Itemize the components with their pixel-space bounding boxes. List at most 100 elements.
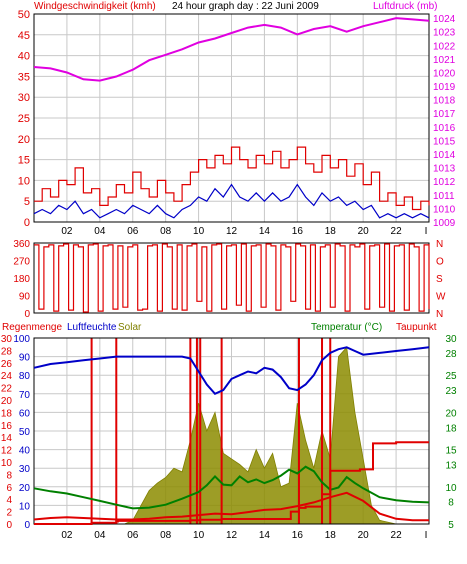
humidity-tick-label: 60 xyxy=(19,408,31,419)
y-tick-label-right: 1010 xyxy=(433,204,456,215)
y-tick-label-left: 35 xyxy=(18,71,30,83)
plot-frame xyxy=(33,337,430,525)
temperature-tick-label: 25 xyxy=(445,371,457,382)
rain-label: Regenmenge xyxy=(2,322,62,333)
humidity-tick-label: 80 xyxy=(19,371,31,382)
temperature-tick-label: 10 xyxy=(445,483,457,494)
y-tick-label-right: 1019 xyxy=(433,82,456,93)
rain-amount-line xyxy=(34,441,429,525)
x-tick-label: 12 xyxy=(226,226,238,237)
direction-tick-label: 0 xyxy=(24,309,30,320)
humidity-tick-label: 40 xyxy=(19,446,31,457)
compass-label: O xyxy=(436,257,444,268)
y-tick-label-right: 1014 xyxy=(433,150,456,161)
y-tick-label-right: 1020 xyxy=(433,68,456,79)
rain-tick-label: 8 xyxy=(6,470,12,481)
x-end-marker: I xyxy=(425,226,428,237)
x-tick-label: 20 xyxy=(358,530,370,541)
rain-tick-label: 20 xyxy=(1,396,13,407)
dewpoint-label: Taupunkt xyxy=(396,322,437,333)
direction-tick-label: 360 xyxy=(13,239,30,250)
rain-tick-label: 24 xyxy=(1,371,13,382)
temperature-tick-label: 23 xyxy=(445,386,457,397)
y-tick-label-right: 1018 xyxy=(433,96,456,107)
x-tick-label: 16 xyxy=(292,530,304,541)
direction-tick-label: 270 xyxy=(13,257,30,268)
humidity-tick-label: 100 xyxy=(13,334,30,345)
x-tick-label: 14 xyxy=(259,226,271,237)
x-tick-label: 22 xyxy=(391,226,403,237)
y-tick-label-right: 1012 xyxy=(433,177,456,188)
y-tick-label-left: 10 xyxy=(18,175,30,187)
x-tick-label: 16 xyxy=(292,226,304,237)
y-tick-label-right: 1016 xyxy=(433,123,456,134)
rain-tick-label: 18 xyxy=(1,408,13,419)
humidity-tick-label: 20 xyxy=(19,483,31,494)
rain-tick-label: 6 xyxy=(6,483,12,494)
temperature-label: Temperatur (°C) xyxy=(311,322,382,333)
x-tick-label: 20 xyxy=(358,226,370,237)
humidity-tick-label: 30 xyxy=(19,464,31,475)
temperature-tick-label: 15 xyxy=(445,446,457,457)
temperature-tick-label: 20 xyxy=(445,408,457,419)
y-tick-label-left: 15 xyxy=(18,155,30,167)
x-tick-label: 14 xyxy=(259,530,271,541)
x-tick-label: 12 xyxy=(226,530,238,541)
x-tick-label: 06 xyxy=(127,226,139,237)
y-tick-label-right: 1023 xyxy=(433,28,456,39)
direction-tick-label: 90 xyxy=(19,292,31,303)
pressure-label: Luftdruck (mb) xyxy=(373,1,437,12)
wind-pressure-panel: 0510152025303540455010091010101110121013… xyxy=(18,9,456,237)
y-tick-label-right: 1021 xyxy=(433,55,456,66)
x-tick-label: 04 xyxy=(94,530,106,541)
wind-line-blue xyxy=(33,183,430,219)
y-tick-label-right: 1011 xyxy=(433,191,455,202)
compass-label: S xyxy=(436,274,443,285)
x-end-marker: I xyxy=(425,530,428,541)
compass-label: W xyxy=(436,292,446,303)
y-tick-label-left: 40 xyxy=(18,51,30,63)
compass-label: N xyxy=(436,309,443,320)
y-tick-label-right: 1017 xyxy=(433,109,456,120)
dewpoint-line xyxy=(33,491,429,522)
rain-tick-label: 30 xyxy=(1,334,13,345)
x-tick-label: 02 xyxy=(61,530,73,541)
solar-label: Solar xyxy=(118,322,142,333)
temperature-tick-label: 18 xyxy=(445,423,457,434)
x-tick-label: 04 xyxy=(94,226,106,237)
x-tick-label: 08 xyxy=(160,530,172,541)
y-tick-label-left: 30 xyxy=(18,92,30,104)
pressure-line xyxy=(33,17,430,82)
x-tick-label: 06 xyxy=(127,530,139,541)
rain-tick-label: 28 xyxy=(1,346,13,357)
rain-tick-label: 2 xyxy=(6,508,12,519)
rain-tick-label: 22 xyxy=(1,384,13,395)
y-tick-label-left: 45 xyxy=(18,30,30,42)
humidity-label: Luftfeuchte xyxy=(67,322,117,333)
x-tick-label: 18 xyxy=(325,530,337,541)
rain-tick-label: 0 xyxy=(6,520,12,531)
y-tick-label-left: 25 xyxy=(18,113,30,125)
rain-tick-label: 26 xyxy=(1,359,13,370)
wind-speed-line xyxy=(34,146,430,211)
x-tick-label: 18 xyxy=(325,226,337,237)
rain-humidity-temp-panel: 0246810121416182022242628300102030405060… xyxy=(1,334,457,541)
temperature-tick-label: 5 xyxy=(448,520,454,531)
humidity-tick-label: 10 xyxy=(19,501,31,512)
humidity-tick-label: 50 xyxy=(19,427,31,438)
humidity-line xyxy=(33,346,430,396)
rain-tick-label: 12 xyxy=(1,446,13,457)
wind-direction-line xyxy=(34,243,430,313)
rain-tick-label: 10 xyxy=(1,458,13,469)
temperature-tick-label: 30 xyxy=(445,334,457,345)
y-tick-label-right: 1009 xyxy=(433,218,456,229)
y-tick-label-right: 1013 xyxy=(433,164,456,175)
y-tick-label-left: 5 xyxy=(24,196,30,208)
wind-speed-label: Windgeschwindigkeit (kmh) xyxy=(34,1,156,12)
y-tick-label-right: 1022 xyxy=(433,41,456,52)
rain-tick-label: 16 xyxy=(1,421,13,432)
x-tick-label: 02 xyxy=(61,226,73,237)
